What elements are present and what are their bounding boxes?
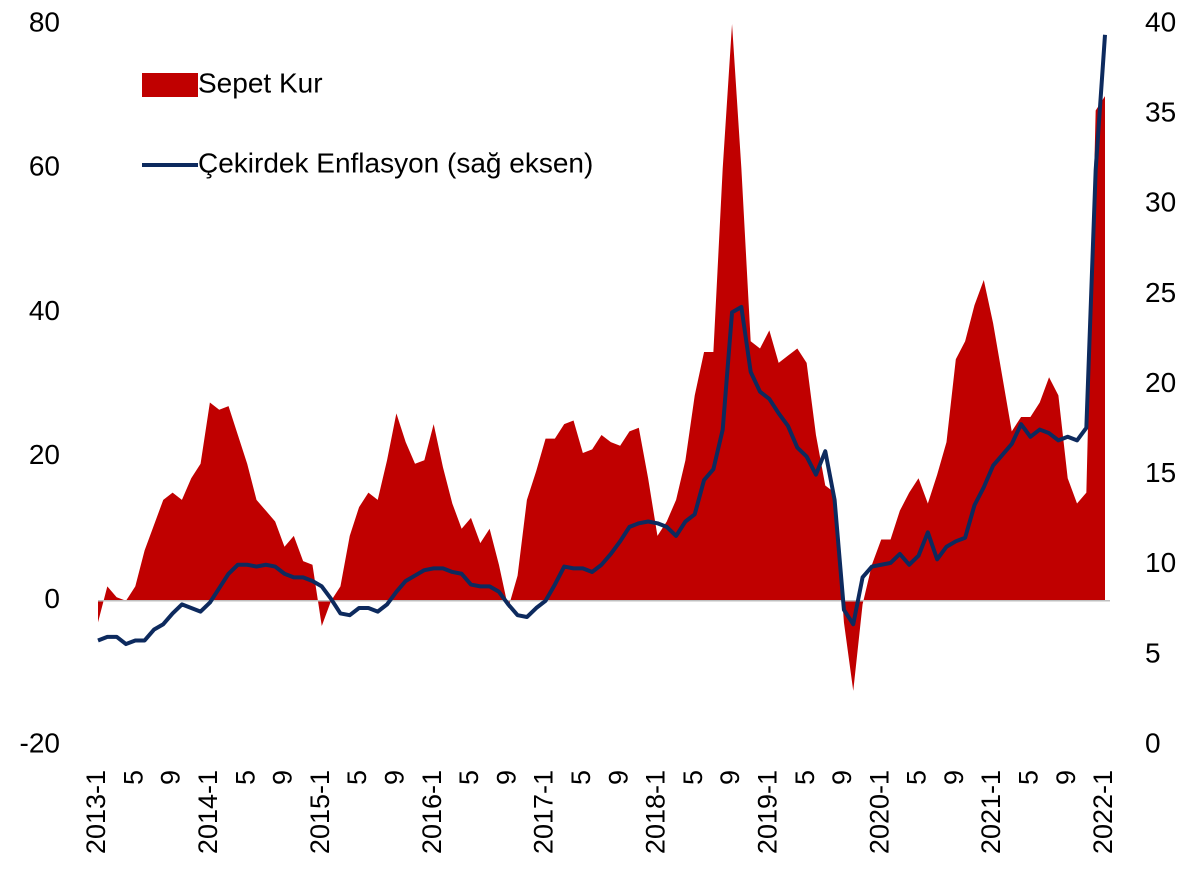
x-tick-label: 5 [790, 770, 820, 785]
x-tick-label: 2015-1 [305, 770, 335, 854]
x-tick-label: 2019-1 [752, 770, 782, 854]
x-tick-label: 2021-1 [976, 770, 1006, 854]
y2-tick-label: 15 [1145, 457, 1176, 488]
x-tick-label: 5 [454, 770, 484, 785]
x-tick-label: 2018-1 [641, 770, 671, 854]
y-tick-label: 60 [29, 151, 60, 182]
legend-key [142, 73, 198, 97]
x-tick-label: 9 [827, 770, 857, 785]
x-tick-label: 2022-1 [1088, 770, 1118, 854]
x-tick-label: 2017-1 [529, 770, 559, 854]
x-tick-label: 9 [268, 770, 298, 785]
y-tick-label: 80 [29, 6, 60, 37]
y-tick-label: 20 [29, 439, 60, 470]
x-tick-label: 9 [156, 770, 186, 785]
y-tick-label: 40 [29, 295, 60, 326]
x-tick-label: 2014-1 [193, 770, 223, 854]
x-tick-label: 5 [902, 770, 932, 785]
x-tick-label: 9 [603, 770, 633, 785]
y2-tick-label: 20 [1145, 367, 1176, 398]
x-tick-label: 5 [342, 770, 372, 785]
y2-tick-label: 0 [1145, 727, 1161, 758]
legend-label: Çekirdek Enflasyon (sağ eksen) [198, 147, 593, 178]
x-tick-label: 5 [118, 770, 148, 785]
y2-tick-label: 35 [1145, 97, 1176, 128]
y2-tick-label: 5 [1145, 637, 1161, 668]
x-tick-label: 2013-1 [81, 770, 111, 854]
y2-tick-label: 40 [1145, 6, 1176, 37]
y2-tick-label: 10 [1145, 547, 1176, 578]
y2-tick-label: 30 [1145, 187, 1176, 218]
y2-tick-label: 25 [1145, 277, 1176, 308]
x-tick-label: 9 [1051, 770, 1081, 785]
y-tick-label: -20 [20, 727, 60, 758]
x-tick-label: 2016-1 [417, 770, 447, 854]
x-tick-label: 5 [1014, 770, 1044, 785]
legend-label: Sepet Kur [198, 67, 323, 98]
x-tick-label: 5 [566, 770, 596, 785]
y-tick-label: 0 [44, 583, 60, 614]
x-tick-label: 9 [715, 770, 745, 785]
x-tick-label: 5 [678, 770, 708, 785]
x-tick-label: 9 [491, 770, 521, 785]
x-tick-label: 9 [939, 770, 969, 785]
area [98, 24, 1105, 691]
x-tick-label: 2020-1 [864, 770, 894, 854]
x-tick-label: 9 [379, 770, 409, 785]
x-tick-label: 5 [230, 770, 260, 785]
line [97, 34, 1107, 647]
